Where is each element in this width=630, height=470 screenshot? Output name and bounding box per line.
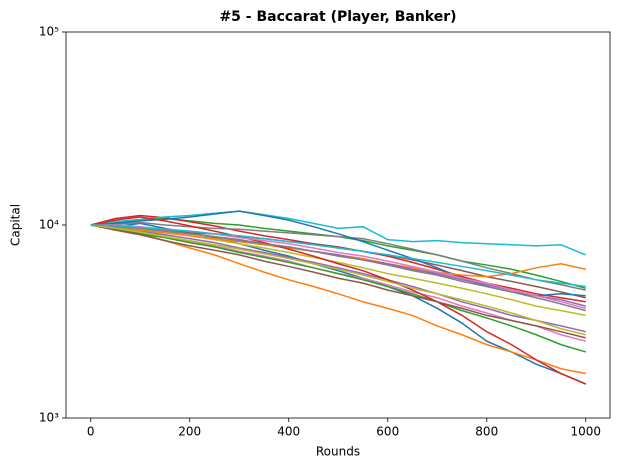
x-axis-label: Rounds	[316, 445, 360, 459]
series-line	[90, 221, 586, 291]
chart-title: #5 - Baccarat (Player, Banker)	[219, 9, 456, 25]
x-tick-label: 0	[87, 425, 95, 439]
series-line	[90, 216, 587, 385]
y-tick-label: 10³	[39, 411, 59, 425]
y-tick-label: 10⁵	[39, 25, 59, 39]
x-tick-label: 200	[178, 425, 201, 439]
x-tick-label: 600	[376, 425, 399, 439]
series-line	[90, 224, 586, 336]
series-line	[90, 224, 586, 312]
series-line	[90, 224, 586, 333]
x-tick-label: 800	[475, 425, 498, 439]
series-line	[90, 224, 586, 339]
series-line	[90, 210, 587, 256]
series-line	[90, 224, 586, 288]
x-tick-label: 1000	[570, 425, 601, 439]
series-line	[90, 224, 586, 299]
x-tick-label: 400	[277, 425, 300, 439]
y-tick-label: 10⁴	[39, 218, 59, 232]
series-line	[90, 224, 586, 342]
y-axis-label: Capital	[9, 204, 23, 246]
series-line	[90, 224, 586, 353]
series-line	[90, 210, 586, 297]
